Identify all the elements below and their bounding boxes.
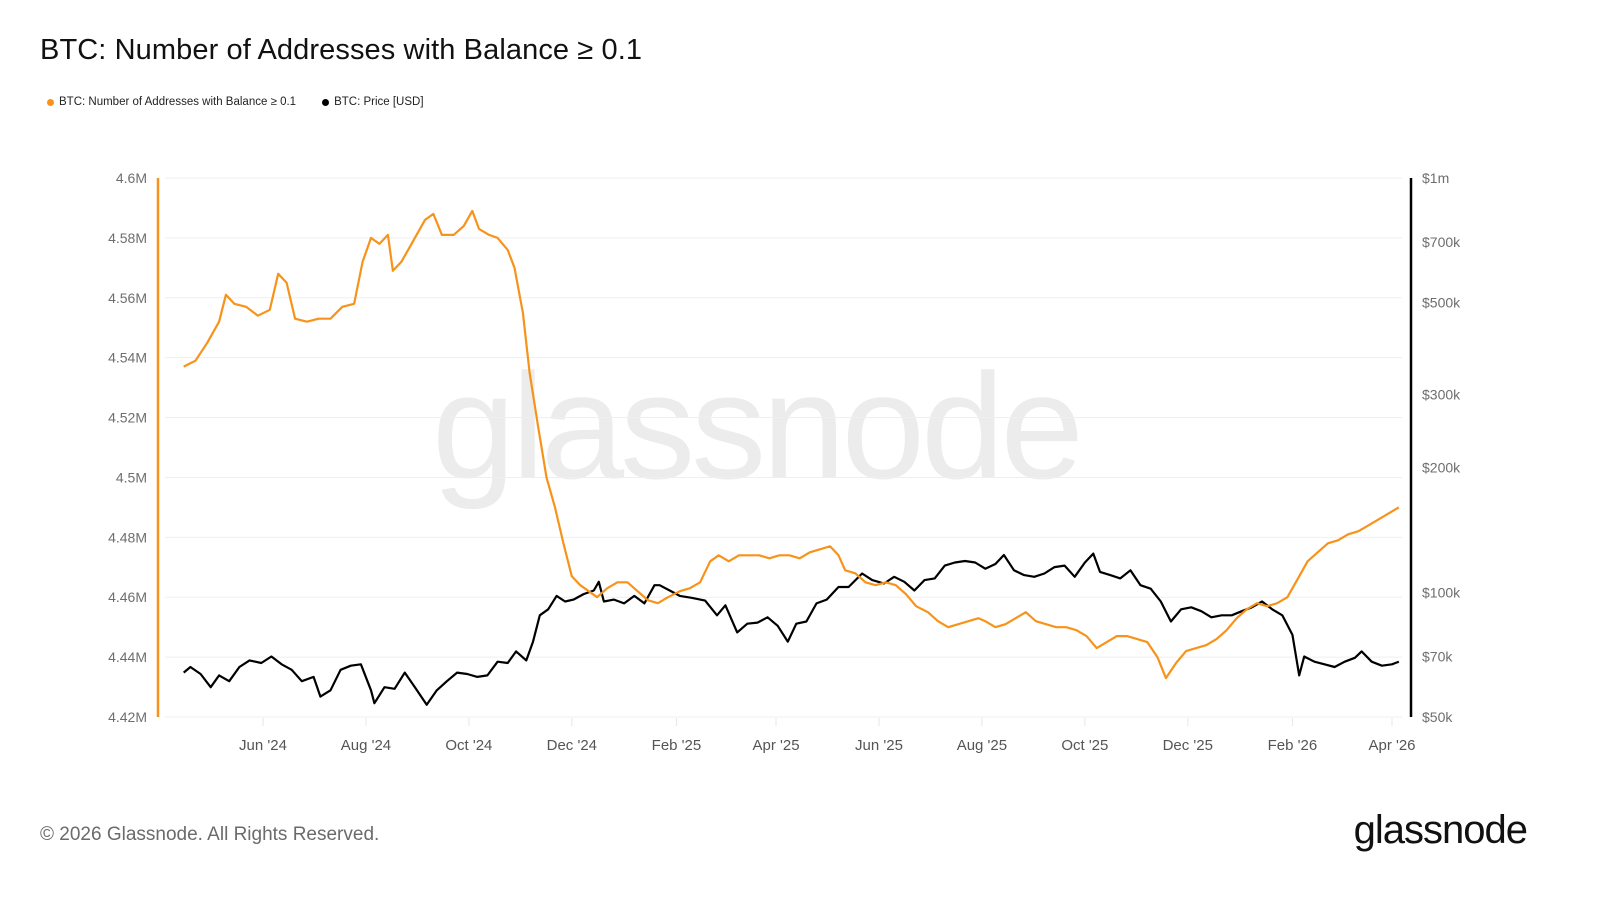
x-tick: Oct '25	[1061, 737, 1108, 754]
legend-label-price: BTC: Price [USD]	[334, 96, 424, 108]
y-axis-left: 4.6M 4.58M 4.56M 4.54M 4.52M 4.5M 4.48M 4.46M 4.…	[108, 170, 147, 725]
y-left-tick: 4.42M	[108, 709, 147, 725]
y-left-tick: 4.54M	[108, 350, 147, 366]
legend-label-addresses: BTC: Number of Addresses with Balance ≥ …	[59, 96, 297, 108]
y-axis-right: $1m $700k $500k $300k $200k $100k $70k $50k	[1422, 170, 1461, 725]
y-left-tick: 4.5M	[116, 469, 147, 485]
y-left-tick: 4.46M	[108, 589, 147, 605]
x-tick: Oct '24	[445, 737, 492, 754]
y-left-tick: 4.44M	[108, 649, 147, 665]
x-tick: Aug '24	[341, 737, 391, 754]
y-left-tick: 4.58M	[108, 230, 147, 246]
x-tick: Jun '25	[855, 737, 903, 754]
y-right-tick: $70k	[1422, 648, 1453, 664]
watermark: glassnode	[432, 342, 1080, 510]
y-left-tick: 4.56M	[108, 290, 147, 306]
x-tick: Apr '26	[1368, 737, 1415, 754]
y-right-tick: $700k	[1422, 234, 1461, 250]
copyright-text: © 2026 Glassnode. All Rights Reserved.	[40, 824, 380, 845]
y-left-tick: 4.6M	[116, 170, 147, 186]
chart-title: BTC: Number of Addresses with Balance ≥ …	[40, 34, 643, 66]
x-tick: Apr '25	[752, 737, 799, 754]
legend-dot-black-icon	[322, 98, 330, 106]
legend-item-addresses[interactable]: BTC: Number of Addresses with Balance ≥ …	[47, 96, 296, 108]
y-right-tick: $500k	[1422, 295, 1461, 311]
y-right-tick: $50k	[1422, 709, 1453, 725]
x-tick: Feb '26	[1268, 737, 1318, 754]
x-tick: Feb '25	[652, 737, 702, 754]
price-line	[182, 552, 1400, 706]
x-tick: Aug '25	[957, 737, 1007, 754]
y-right-tick: $1m	[1422, 170, 1449, 186]
x-tick: Dec '24	[547, 737, 597, 754]
y-left-tick: 4.48M	[108, 529, 147, 545]
y-right-tick: $300k	[1422, 387, 1461, 403]
x-axis: Jun '24 Aug '24 Oct '24 Dec '24 Feb '25 Apr '…	[165, 716, 1416, 754]
y-left-tick: 4.52M	[108, 410, 147, 426]
legend-item-price[interactable]: BTC: Price [USD]	[322, 96, 424, 108]
y-right-tick: $200k	[1422, 460, 1461, 476]
legend: BTC: Number of Addresses with Balance ≥ …	[47, 96, 424, 108]
legend-dot-orange-icon	[47, 98, 54, 106]
addresses-line	[183, 209, 1400, 680]
glassnode-logo[interactable]: glassnode	[1353, 808, 1528, 852]
x-tick: Jun '24	[239, 737, 287, 754]
x-tick: Dec '25	[1163, 737, 1213, 754]
y-right-tick: $100k	[1422, 584, 1461, 600]
